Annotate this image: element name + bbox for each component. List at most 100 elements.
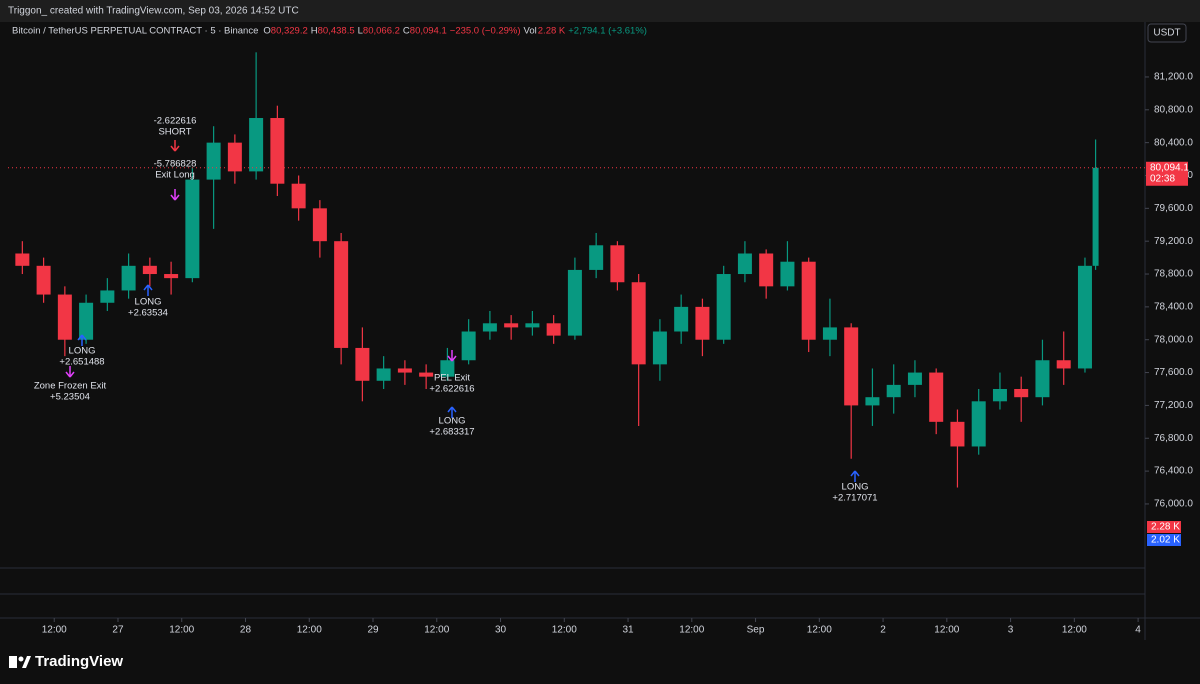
x-tick-label: 31	[622, 625, 634, 636]
logo: TradingView	[9, 653, 123, 670]
brand: TradingView	[35, 653, 123, 670]
candle-body	[907, 372, 922, 385]
candle-body	[79, 302, 94, 340]
candle-body	[610, 245, 625, 283]
candle-body	[886, 384, 901, 398]
countdown: 02:38	[1150, 173, 1175, 184]
top-bar	[0, 0, 1200, 22]
y-tick-label: 80,800.0	[1154, 104, 1193, 115]
symbol: Bitcoin / TetherUS PERPETUAL CONTRACT · …	[12, 26, 258, 37]
candle-body	[419, 372, 434, 377]
volume-box	[1147, 521, 1181, 533]
candle-body	[376, 368, 391, 381]
candle-body	[355, 347, 370, 381]
candle-body	[121, 265, 136, 291]
signal-arrow	[170, 189, 180, 201]
candle-body	[291, 183, 306, 209]
candle-body	[142, 265, 157, 275]
x-tick-label: 12:00	[42, 625, 67, 636]
candle-body	[652, 331, 667, 365]
currency-button[interactable]	[1147, 23, 1187, 43]
x-tick-label: 12:00	[424, 625, 449, 636]
x-tick-label: 12:00	[807, 625, 832, 636]
last-price-box	[1146, 161, 1188, 186]
signal-arrow	[170, 140, 180, 152]
y-tick-label: 76,800.0	[1154, 433, 1193, 444]
y-tick-label: 78,800.0	[1154, 269, 1193, 280]
x-tick-label: 12:00	[552, 625, 577, 636]
y-tick-label: 78,400.0	[1154, 302, 1193, 313]
volume-last: 2.02 K	[1151, 535, 1180, 546]
candle-body	[100, 290, 115, 303]
signal-arrow	[65, 366, 75, 378]
signal-label: Exit Long	[155, 170, 195, 181]
x-tick-label: 12:00	[169, 625, 194, 636]
candle-body	[397, 368, 412, 373]
candle-body	[631, 282, 646, 365]
candle-body	[1077, 265, 1092, 369]
candle-body	[270, 118, 285, 184]
x-tick-label: 30	[495, 625, 507, 636]
currency[interactable]: USDT	[1153, 28, 1180, 39]
candle-body	[759, 253, 774, 287]
volume-box	[1147, 534, 1181, 546]
candle-body	[185, 179, 200, 279]
ohlc-label: H	[311, 26, 318, 37]
candle-body	[589, 245, 604, 270]
signal-label: -5.786828	[154, 159, 197, 170]
candle-body	[312, 208, 327, 242]
candle-body	[865, 397, 880, 406]
candle-body	[334, 241, 349, 348]
signal-arrow	[447, 406, 457, 418]
candle-body	[249, 118, 264, 172]
y-tick-label: 77,200.0	[1154, 400, 1193, 411]
volume-last: 2.28 K	[1151, 522, 1180, 533]
signal-label: LONG	[135, 297, 162, 308]
ohlc-value: 80,438.5	[318, 26, 355, 37]
x-tick-label: 2	[880, 625, 886, 636]
candle-body	[57, 294, 72, 340]
x-tick-label: 12:00	[1062, 625, 1087, 636]
candle-body	[461, 331, 476, 361]
candle-body	[674, 306, 689, 332]
candle-body	[695, 306, 710, 340]
candle-body	[227, 142, 242, 172]
signal-label: LONG	[842, 482, 869, 493]
candle-body	[567, 269, 582, 336]
candle-body	[1035, 360, 1050, 398]
volume-label: Vol	[524, 26, 537, 37]
ohlc-value: 80,094.1	[410, 26, 447, 37]
candle-body	[1014, 388, 1029, 398]
y-tick-label: 76,000.0	[1154, 499, 1193, 510]
x-tick-label: 3	[1008, 625, 1014, 636]
candle-body	[525, 323, 540, 328]
signal-label: Zone Frozen Exit	[34, 381, 107, 392]
y-tick-label: 76,400.0	[1154, 466, 1193, 477]
candle-body	[206, 142, 221, 180]
signal-label: SHORT	[158, 127, 191, 138]
signal-arrow	[77, 334, 87, 346]
range-change: +2,794.1 (+3.61%)	[568, 26, 647, 37]
candle-body	[504, 323, 519, 328]
signal-arrow	[850, 470, 860, 482]
signal-label: PEL Exit	[434, 373, 470, 384]
x-tick-label: Sep	[747, 625, 765, 636]
candle-body	[950, 421, 965, 447]
credit: Triggon_ created with TradingView.com, S…	[8, 6, 299, 17]
y-tick-label: 79,600.0	[1154, 203, 1193, 214]
signal-label: +5.23504	[50, 392, 90, 403]
signal-label: LONG	[69, 346, 96, 357]
change: −235.0 (−0.29%)	[450, 26, 521, 37]
ohlc-value: 80,329.2	[271, 26, 308, 37]
candle-body	[822, 327, 837, 340]
candle-body	[992, 388, 1007, 402]
y-tick-label: 78,000.0	[1154, 334, 1193, 345]
ohlc-label: C	[403, 26, 410, 37]
candle-body	[737, 253, 752, 275]
last-price: 80,094.1	[1150, 162, 1189, 173]
signal-label: +2.717071	[832, 493, 877, 504]
signal-label: +2.622616	[429, 384, 474, 395]
signal-label: +2.63534	[128, 308, 168, 319]
